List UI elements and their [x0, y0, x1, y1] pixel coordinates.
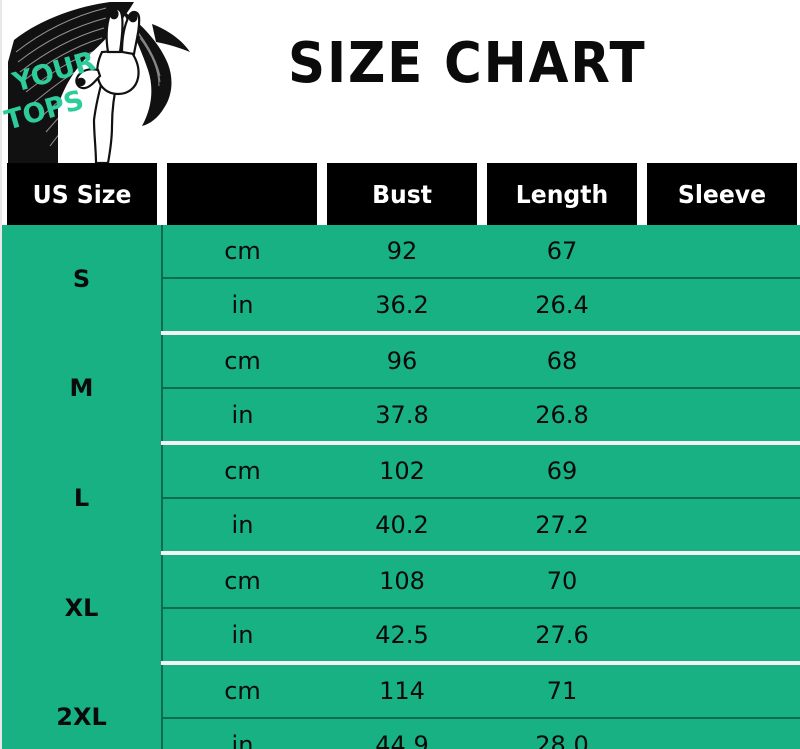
- column-header-sleeve: Sleeve: [646, 163, 798, 225]
- cell-length-in: 27.6: [482, 608, 642, 665]
- cell-length-cm: 70: [482, 553, 642, 609]
- cell-bust-cm: 92: [322, 225, 482, 279]
- cell-sleeve-cm: [642, 663, 800, 719]
- table-header-row: US Size Bust Length Sleeve: [2, 163, 800, 225]
- cell-sleeve-in: [642, 718, 800, 749]
- cell-sleeve-in: [642, 498, 800, 555]
- table-row: in 36.2 26.4: [2, 278, 800, 335]
- cell-bust-in: 42.5: [322, 608, 482, 665]
- table-row: in 42.5 27.6: [2, 608, 800, 665]
- cell-unit-cm: cm: [162, 663, 322, 719]
- brand-logo-illustration: YOUR TOPS: [2, 0, 232, 163]
- cell-bust-cm: 108: [322, 553, 482, 609]
- column-header-length: Length: [486, 163, 638, 225]
- cell-length-in: 28.0: [482, 718, 642, 749]
- column-header-unit: [166, 163, 318, 225]
- cell-bust-in: 40.2: [322, 498, 482, 555]
- cell-sleeve-in: [642, 388, 800, 445]
- column-header-bust: Bust: [326, 163, 478, 225]
- table-row: XL cm 108 70: [2, 553, 800, 663]
- cell-length-cm: 69: [482, 443, 642, 499]
- cell-sleeve-cm: [642, 443, 800, 499]
- woman-with-long-hair-icon: YOUR TOPS: [2, 0, 232, 163]
- cell-unit-cm: cm: [162, 443, 322, 499]
- cell-length-in: 26.4: [482, 278, 642, 335]
- cell-bust-in: 37.8: [322, 388, 482, 445]
- cell-bust-cm: 114: [322, 663, 482, 719]
- cell-length-cm: 71: [482, 663, 642, 719]
- cell-length-cm: 68: [482, 333, 642, 389]
- cell-us-size: S: [2, 225, 163, 333]
- cell-length-in: 26.8: [482, 388, 642, 445]
- cell-length-cm: 67: [482, 225, 642, 279]
- cell-unit-cm: cm: [162, 333, 322, 389]
- table-row: 2XL cm 114 71: [2, 663, 800, 749]
- table-row: in 40.2 27.2: [2, 498, 800, 555]
- cell-sleeve-cm: [642, 333, 800, 389]
- cell-us-size: L: [2, 443, 163, 553]
- cell-unit-cm: cm: [162, 225, 322, 279]
- cell-length-in: 27.2: [482, 498, 642, 555]
- cell-us-size: M: [2, 333, 163, 443]
- table-header: US Size Bust Length Sleeve: [2, 163, 800, 225]
- table-row: in 37.8 26.8: [2, 388, 800, 445]
- cell-sleeve-cm: [642, 225, 800, 279]
- table-row: in 44.9 28.0: [2, 718, 800, 749]
- cell-bust-in: 44.9: [322, 718, 482, 749]
- cell-sleeve-in: [642, 278, 800, 335]
- cell-unit-in: in: [162, 278, 322, 335]
- cell-sleeve-cm: [642, 553, 800, 609]
- cell-us-size: 2XL: [2, 663, 163, 749]
- column-header-us-size: US Size: [6, 163, 158, 225]
- cell-us-size: XL: [2, 553, 163, 663]
- page-title: SIZE CHART: [288, 31, 647, 96]
- cell-bust-cm: 102: [322, 443, 482, 499]
- cell-unit-in: in: [162, 388, 322, 445]
- banner: YOUR TOPS SIZE CHART: [2, 0, 800, 163]
- cell-sleeve-in: [642, 608, 800, 665]
- cell-unit-in: in: [162, 608, 322, 665]
- cell-bust-in: 36.2: [322, 278, 482, 335]
- cell-unit-cm: cm: [162, 553, 322, 609]
- cell-unit-in: in: [162, 498, 322, 555]
- cell-bust-cm: 96: [322, 333, 482, 389]
- cell-unit-in: in: [162, 718, 322, 749]
